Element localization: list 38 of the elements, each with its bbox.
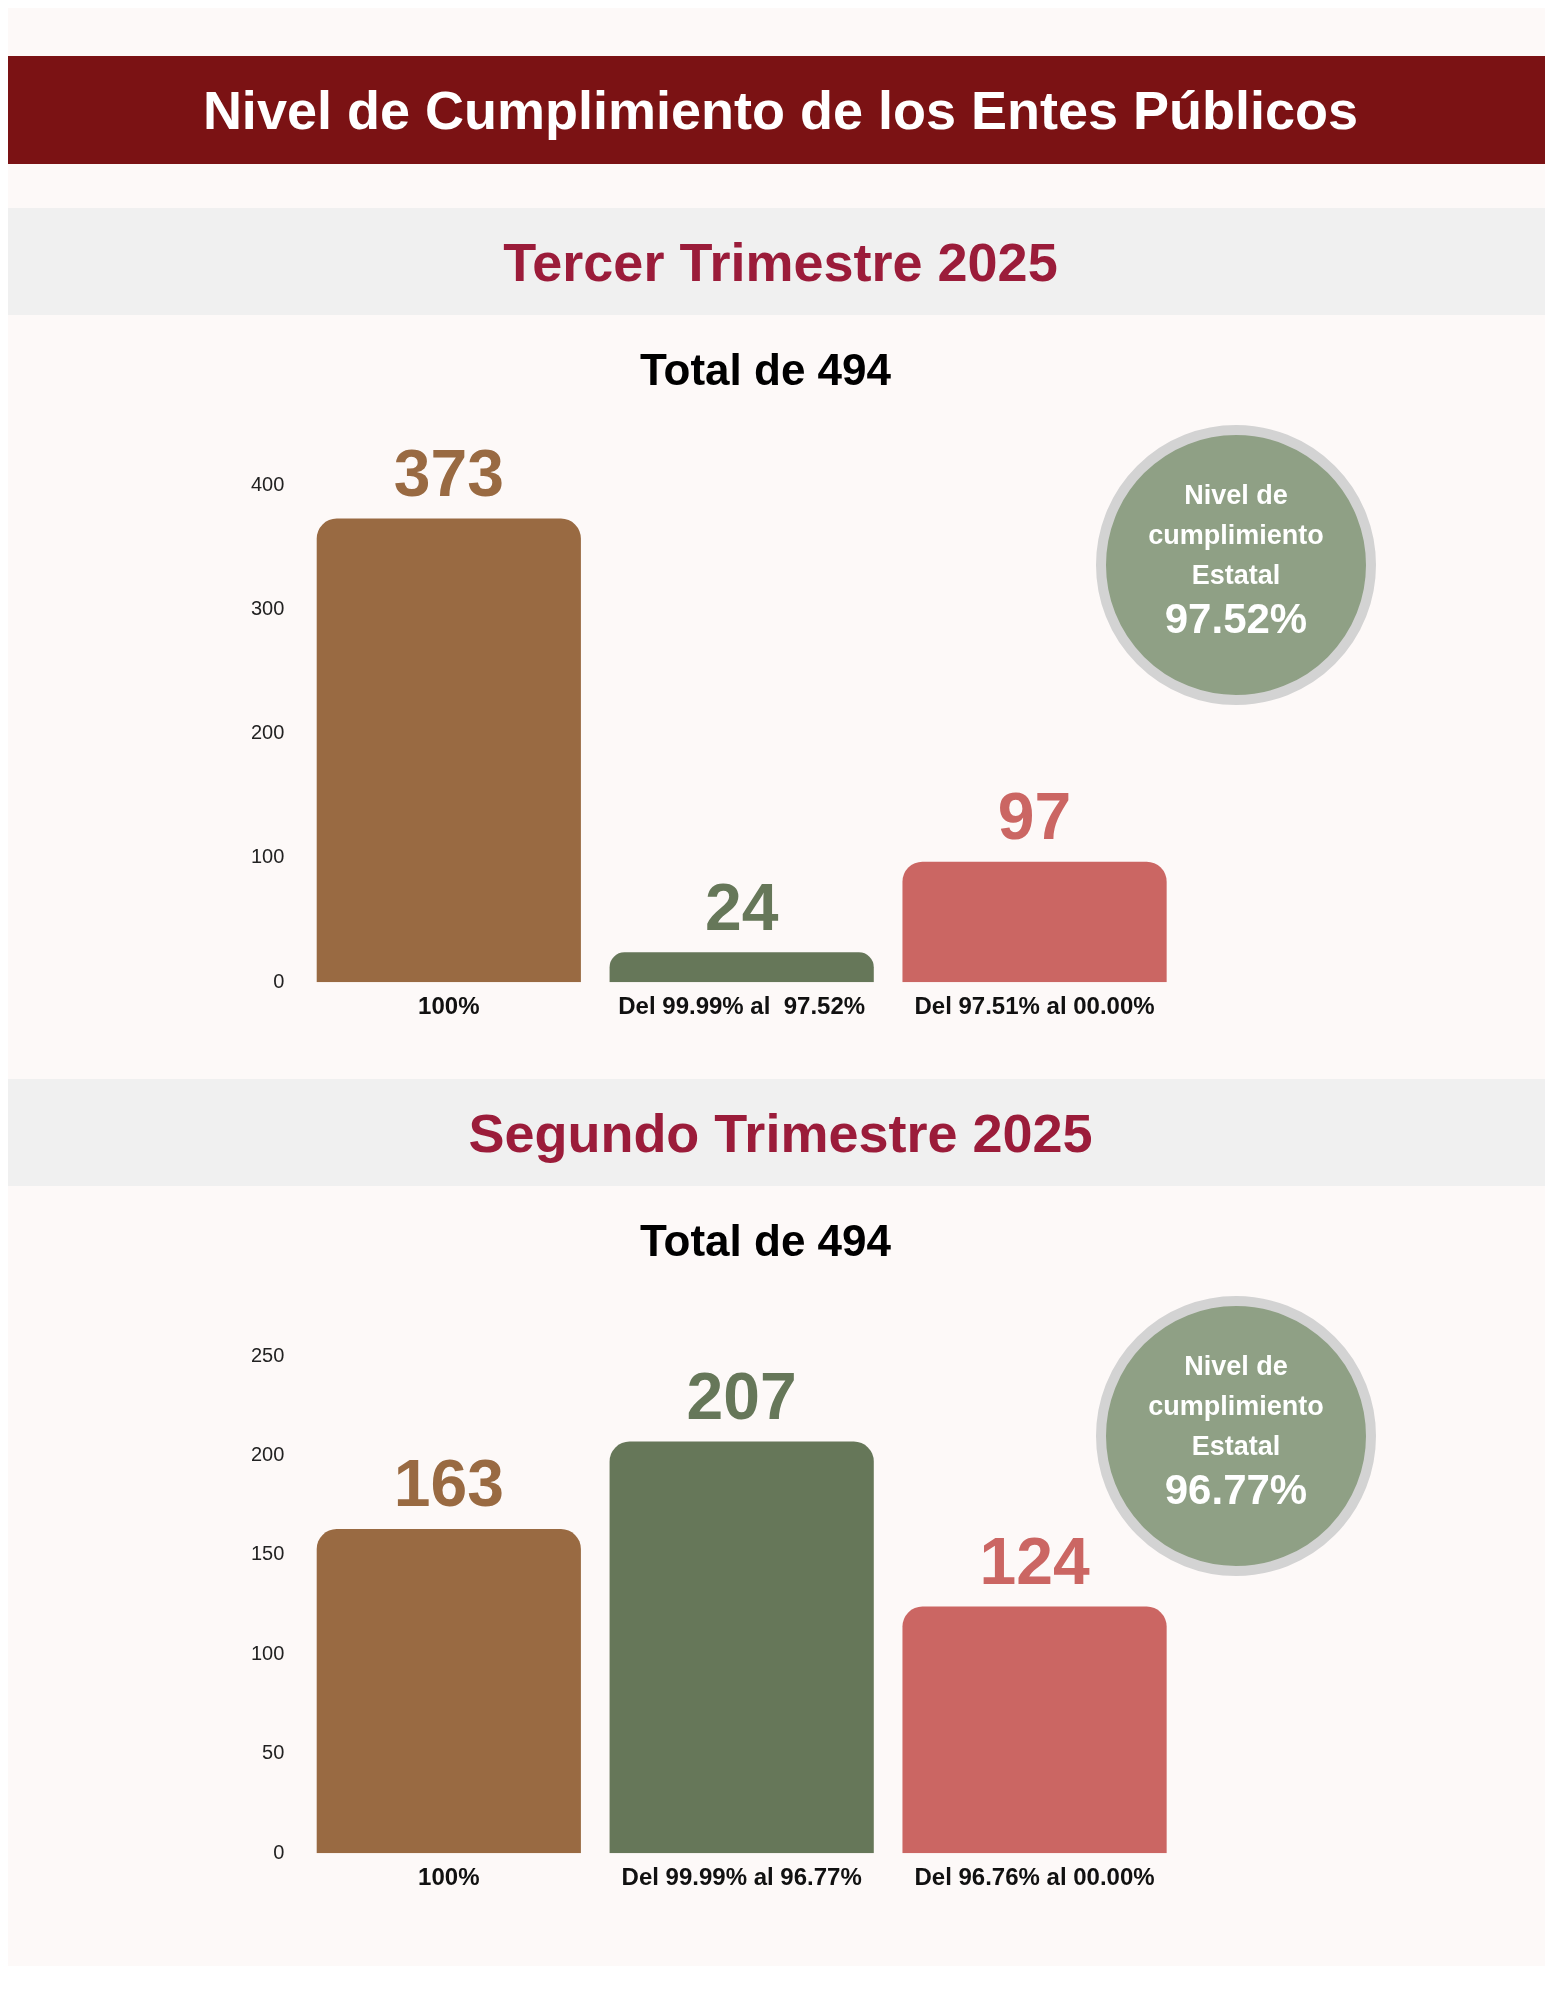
data-label: 124 <box>979 1523 1090 1598</box>
y-tick-label: 200 <box>250 1442 285 1465</box>
data-label: 163 <box>393 1446 504 1521</box>
bar <box>316 1529 581 1854</box>
x-tick-label: 100% <box>418 1863 480 1891</box>
data-label: 97 <box>997 778 1072 853</box>
y-tick-label: 150 <box>250 1542 285 1565</box>
annotation: 96.77% <box>1163 1466 1309 1514</box>
chart-title: Segundo Trimestre 2025 <box>468 1101 1093 1164</box>
chart-subtitle: Total de 494 <box>638 1216 892 1266</box>
x-tick-label: Del 97.51% al 00.00% <box>914 992 1155 1020</box>
chart-subtitle: Total de 494 <box>638 345 892 395</box>
y-tick-label: 400 <box>250 472 285 495</box>
text: Nivel de Cumplimiento de los Entes Públicos <box>202 79 1359 141</box>
y-tick-label: 0 <box>273 969 285 992</box>
data-label: 207 <box>686 1358 797 1433</box>
x-tick-label: 100% <box>418 992 480 1020</box>
annotation: Nivel de cumplimiento Estatal <box>1147 479 1325 592</box>
chart-title: Tercer Trimestre 2025 <box>503 230 1058 293</box>
x-tick-label: Del 99.99% al 96.77% <box>621 1863 862 1891</box>
bar <box>902 861 1167 983</box>
y-tick-label: 300 <box>250 596 285 619</box>
y-tick-label: 250 <box>250 1343 285 1366</box>
y-tick-label: 200 <box>250 721 285 744</box>
bar <box>902 1606 1167 1854</box>
y-tick-label: 50 <box>262 1741 285 1764</box>
annotation: 97.52% <box>1163 595 1309 643</box>
data-label: 373 <box>393 435 504 510</box>
annotation: Nivel de cumplimiento Estatal <box>1147 1350 1325 1463</box>
y-tick-label: 100 <box>250 845 285 868</box>
data-label: 24 <box>704 869 779 944</box>
y-tick-label: 100 <box>250 1641 285 1664</box>
x-tick-label: Del 99.99% al 97.52% <box>618 992 866 1020</box>
y-tick-label: 0 <box>273 1840 285 1863</box>
x-tick-label: Del 96.76% al 00.00% <box>914 1863 1155 1891</box>
bar <box>609 952 874 983</box>
bar <box>609 1441 874 1854</box>
bar <box>316 518 581 983</box>
